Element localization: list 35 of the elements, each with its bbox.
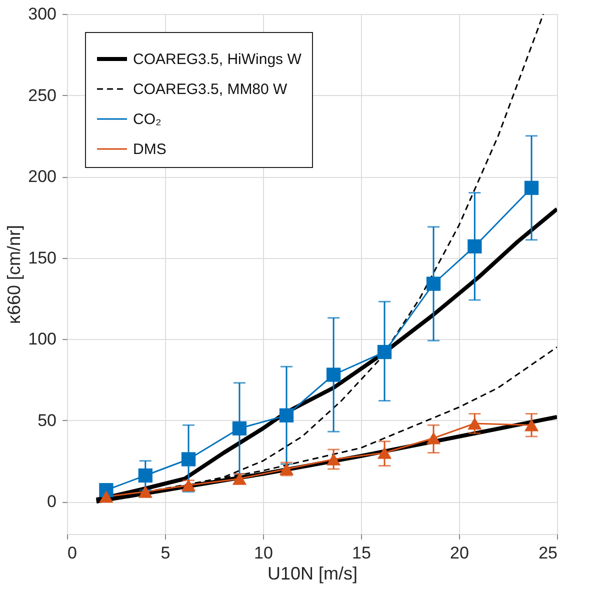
point (377, 446, 392, 459)
y-tick-label: 250 (28, 86, 56, 105)
point (524, 180, 539, 195)
x-tick-label: 15 (352, 544, 371, 562)
legend-label: CO₂ (133, 111, 162, 128)
y-tick-label: 300 (28, 4, 56, 24)
point (99, 490, 114, 503)
x-tick-label: 20 (450, 544, 469, 562)
point (468, 417, 482, 430)
y-tick-label: 100 (28, 330, 56, 348)
y-tick-label: 150 (28, 248, 56, 268)
point (468, 239, 482, 254)
x-tick-label: 0 (68, 544, 77, 562)
point (181, 452, 196, 466)
point (426, 432, 441, 444)
point (326, 453, 341, 466)
legend-label: DMS (133, 141, 166, 158)
y-tick-label: 0 (47, 492, 56, 511)
point (326, 368, 341, 382)
point (377, 344, 392, 360)
point (232, 421, 247, 436)
point (138, 486, 152, 498)
legend-label: COAREG3.5, MM80 W (133, 81, 288, 98)
y-tick-label: 50 (38, 410, 56, 430)
point (524, 419, 539, 432)
point (279, 408, 294, 422)
x-tick-label: 10 (254, 544, 273, 562)
point (138, 468, 152, 483)
x-tick-label: 25 (538, 544, 558, 562)
point (426, 276, 441, 291)
y-tick-label: 200 (28, 167, 56, 186)
x-axis-title: U10N [m/s] (267, 564, 358, 584)
x-tick-label: 5 (160, 544, 170, 562)
y-axis-title: κ660 [cm/nr] (4, 224, 24, 324)
legend-label: COAREG3.5, HiWings W (133, 51, 302, 68)
